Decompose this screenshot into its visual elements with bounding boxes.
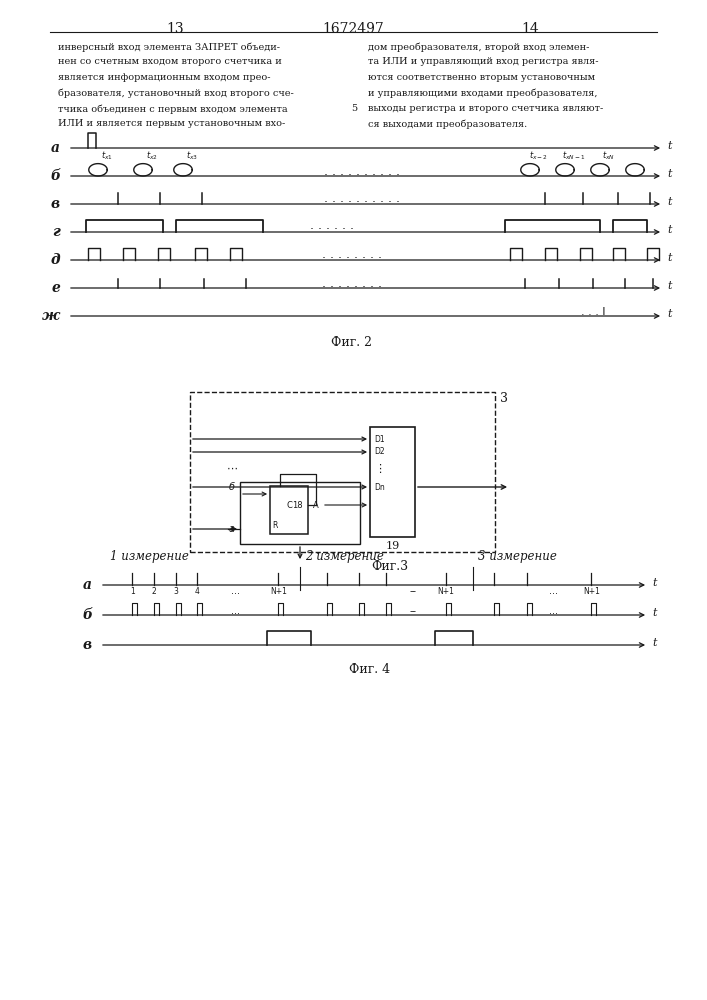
Text: N+1: N+1: [270, 587, 286, 596]
Text: R: R: [272, 522, 278, 530]
Text: ⋮: ⋮: [374, 464, 385, 474]
Text: б: б: [50, 169, 60, 183]
Text: --: --: [409, 586, 416, 596]
Text: ИЛИ и является первым установочным вхо-: ИЛИ и является первым установочным вхо-: [58, 119, 285, 128]
Text: 5: 5: [351, 104, 357, 113]
Text: t: t: [652, 578, 657, 588]
Text: выходы регистра и второго счетчика являют-: выходы регистра и второго счетчика являю…: [368, 104, 603, 113]
Text: D2: D2: [374, 448, 385, 456]
Text: 1: 1: [130, 587, 135, 596]
Text: $t_{x2}$: $t_{x2}$: [146, 149, 158, 162]
Text: t: t: [652, 608, 657, 618]
Text: 2 измерение: 2 измерение: [305, 550, 384, 563]
Text: . . . . . . . . . .: . . . . . . . . . .: [324, 192, 399, 205]
Text: D1: D1: [374, 434, 385, 444]
Text: $t_{x-2}$: $t_{x-2}$: [530, 149, 549, 162]
Text: Фиг. 2: Фиг. 2: [331, 336, 372, 349]
Text: . . . . . . . .: . . . . . . . .: [322, 248, 382, 261]
Text: 3: 3: [500, 392, 508, 405]
Text: и управляющими входами преобразователя,: и управляющими входами преобразователя,: [368, 89, 597, 98]
Text: . . . l: . . . l: [580, 307, 605, 317]
Text: A: A: [313, 500, 319, 510]
Text: 13: 13: [166, 22, 184, 36]
Text: д: д: [50, 253, 60, 267]
Text: Dn: Dn: [374, 483, 385, 491]
Text: N+1: N+1: [583, 587, 600, 596]
Text: 1672497: 1672497: [322, 22, 384, 36]
Text: $t_{x1}$: $t_{x1}$: [101, 149, 112, 162]
Text: а: а: [51, 141, 60, 155]
Text: Фиг.3: Фиг.3: [371, 560, 409, 573]
Text: $t_{xN-1}$: $t_{xN-1}$: [562, 149, 585, 162]
Text: бразователя, установочный вход второго сче-: бразователя, установочный вход второго с…: [58, 89, 293, 98]
Text: ...: ...: [230, 606, 240, 616]
Text: 4: 4: [194, 587, 199, 596]
Text: t: t: [667, 169, 672, 179]
Text: 3: 3: [173, 587, 178, 596]
Text: а: а: [83, 578, 92, 592]
Text: t: t: [667, 281, 672, 291]
Text: 14: 14: [521, 22, 539, 36]
Text: $t_{x3}$: $t_{x3}$: [186, 149, 198, 162]
Text: t: t: [667, 225, 672, 235]
Text: N+1: N+1: [437, 587, 454, 596]
Text: ся выходами преобразователя.: ся выходами преобразователя.: [368, 119, 527, 129]
Text: t: t: [667, 141, 672, 151]
Text: . . . . . . . .: . . . . . . . .: [322, 277, 382, 290]
Text: инверсный вход элемента ЗАПРЕТ объеди-: инверсный вход элемента ЗАПРЕТ объеди-: [58, 42, 280, 51]
Text: нен со счетным входом второго счетчика и: нен со счетным входом второго счетчика и: [58, 57, 282, 66]
Text: дом преобразователя, второй вход элемен-: дом преобразователя, второй вход элемен-: [368, 42, 590, 51]
Text: 18: 18: [292, 500, 303, 510]
Text: Фиг. 4: Фиг. 4: [349, 663, 390, 676]
Text: . . . . . . . . . .: . . . . . . . . . .: [324, 165, 399, 178]
Text: t: t: [667, 253, 672, 263]
Text: в: в: [83, 638, 92, 652]
Text: . . . . . .: . . . . . .: [310, 219, 354, 232]
Text: ⋯: ⋯: [220, 464, 238, 474]
Text: является информационным входом прео-: является информационным входом прео-: [58, 73, 271, 82]
Text: а: а: [229, 524, 235, 534]
Text: тчика объединен с первым входом элемента: тчика объединен с первым входом элемента: [58, 104, 288, 113]
Text: $t_{xN}$: $t_{xN}$: [602, 149, 615, 162]
Text: C: C: [286, 500, 292, 510]
Text: 2: 2: [151, 587, 156, 596]
Text: t: t: [652, 638, 657, 648]
Text: ж: ж: [42, 309, 60, 323]
Text: --: --: [409, 606, 416, 616]
Text: t: t: [667, 309, 672, 319]
Text: t: t: [667, 197, 672, 207]
Text: б: б: [82, 608, 92, 622]
Text: б: б: [229, 482, 235, 492]
Text: ...: ...: [230, 586, 240, 596]
Text: 3 измерение: 3 измерение: [478, 550, 557, 563]
Text: 19: 19: [385, 541, 399, 551]
Text: ...: ...: [549, 606, 558, 616]
Text: та ИЛИ и управляющий вход регистра явля-: та ИЛИ и управляющий вход регистра явля-: [368, 57, 599, 66]
Text: в: в: [51, 197, 60, 211]
Text: 1 измерение: 1 измерение: [110, 550, 189, 563]
Text: ...: ...: [549, 586, 558, 596]
Text: ются соответственно вторым установочным: ются соответственно вторым установочным: [368, 73, 595, 82]
Text: е: е: [51, 281, 60, 295]
Text: г: г: [52, 225, 60, 239]
